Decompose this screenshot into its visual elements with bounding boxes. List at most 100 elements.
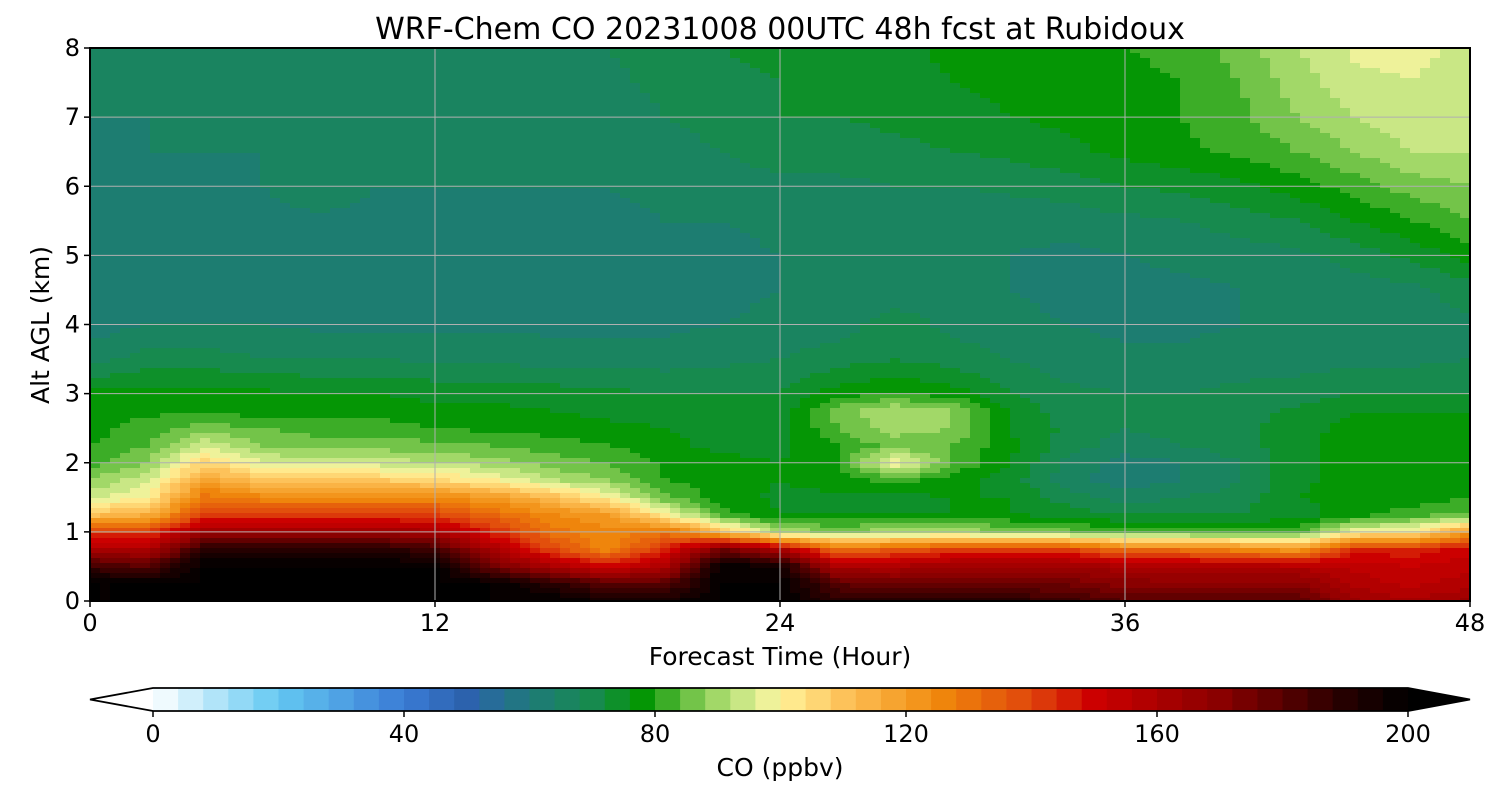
contour-cell [780, 108, 1001, 114]
contour-cell [1440, 538, 1461, 544]
contour-cell [1050, 433, 1111, 439]
contour-cell [1050, 418, 1271, 424]
contour-cell [1060, 483, 1111, 489]
contour-cell [590, 473, 631, 479]
contour-cell [90, 298, 761, 304]
contour-cell [1180, 108, 1251, 114]
contour-cell [640, 453, 741, 459]
contour-cell [640, 553, 661, 559]
contour-cell [1020, 478, 1051, 484]
contour-cell [1260, 428, 1331, 434]
contour-cell [440, 548, 451, 554]
contour-cell [390, 393, 811, 399]
contour-cell [480, 543, 501, 549]
contour-cell [650, 208, 1101, 214]
contour-cell [160, 478, 171, 484]
contour-cell [1440, 48, 1470, 54]
contour-cell [1260, 498, 1311, 504]
contour-cell [820, 563, 831, 569]
contour-cell [1310, 153, 1361, 159]
contour-cell [400, 558, 441, 564]
contour-cell [710, 543, 721, 549]
colorbar-segment [780, 688, 807, 711]
contour-cell [1420, 563, 1470, 569]
contour-cell [90, 423, 121, 429]
contour-cell [750, 528, 761, 534]
contour-cell [150, 118, 671, 124]
contour-cell [1240, 93, 1281, 99]
contour-cell [970, 88, 1181, 94]
contour-cell [840, 443, 881, 449]
contour-cell [1010, 418, 1051, 424]
contour-cell [960, 338, 1121, 344]
contour-cell [1040, 458, 1061, 464]
contour-cell [540, 558, 561, 564]
contour-cell [1030, 598, 1081, 601]
contour-cell [200, 483, 221, 489]
colorbar-segment [805, 688, 832, 711]
contour-cell [670, 558, 681, 564]
contour-cell [700, 528, 711, 534]
contour-cell [1440, 548, 1470, 554]
contour-cell [1020, 438, 1051, 444]
contour-cell [1340, 418, 1470, 424]
contour-cell [850, 473, 881, 479]
colorbar-segment [1131, 688, 1158, 711]
contour-cell [1220, 58, 1271, 64]
contour-cell [1030, 363, 1421, 369]
contour-cell [1440, 228, 1470, 234]
contour-cell [1310, 528, 1321, 534]
co-contour-field [90, 48, 1470, 601]
contour-cell [610, 478, 641, 484]
contour-cell [1330, 133, 1391, 139]
contour-cell [1330, 93, 1470, 99]
contour-cell [1100, 443, 1181, 449]
contour-cell [780, 103, 1001, 109]
contour-cell [1240, 458, 1271, 464]
contour-cell [840, 423, 871, 429]
contour-cell [1030, 593, 1091, 599]
contour-cell [1200, 138, 1281, 144]
contour-cell [350, 203, 641, 209]
contour-cell [1070, 453, 1121, 459]
contour-cell [1010, 258, 1141, 264]
contour-cell [610, 548, 621, 554]
contour-cell [1110, 563, 1281, 569]
contour-cell [450, 518, 471, 524]
contour-cell [1420, 173, 1470, 179]
contour-cell [1040, 453, 1071, 459]
contour-cell [550, 553, 561, 559]
contour-cell [120, 498, 151, 504]
contour-cell [570, 483, 611, 489]
contour-cell [560, 498, 581, 504]
contour-cell [800, 558, 811, 564]
contour-cell [150, 453, 171, 459]
contour-cell [1370, 178, 1451, 184]
contour-cell [1330, 368, 1470, 374]
contour-cell [780, 258, 1011, 264]
contour-cell [1070, 543, 1101, 549]
contour-cell [1100, 208, 1251, 214]
contour-cell [1040, 308, 1241, 314]
contour-cell [790, 558, 801, 564]
contour-cell [210, 438, 251, 444]
contour-cell [240, 413, 581, 419]
contour-cell [1460, 238, 1470, 244]
contour-cell [1140, 258, 1331, 264]
contour-cell [470, 428, 671, 434]
contour-cell [680, 433, 791, 439]
contour-cell [1270, 68, 1311, 74]
contour-cell [1340, 548, 1351, 554]
contour-cell [190, 568, 201, 574]
contour-cell [610, 48, 731, 54]
contour-cell [470, 493, 511, 499]
colorbar-tick-label: 0 [145, 720, 160, 748]
contour-cell [490, 593, 561, 599]
contour-cell [520, 538, 531, 544]
contour-cell [1430, 528, 1441, 534]
contour-cell [1040, 303, 1241, 309]
contour-cell [1460, 598, 1470, 601]
contour-cell [770, 358, 891, 364]
contour-cell [1420, 533, 1431, 539]
